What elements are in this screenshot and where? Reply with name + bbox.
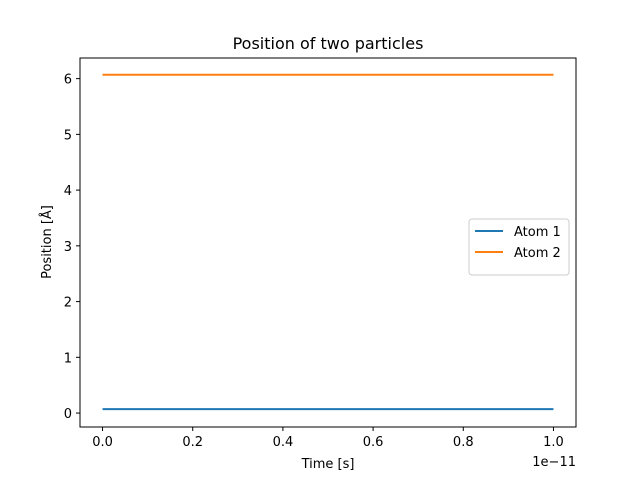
y-axis: 0 1 2 3 4 5 6 <box>64 73 80 422</box>
y-tick-label: 3 <box>64 240 72 255</box>
x-tick-label: 1.0 <box>543 435 564 450</box>
x-tick-label: 0.8 <box>453 435 474 450</box>
plot-frame <box>79 57 577 428</box>
x-tick-label: 0.0 <box>92 435 113 450</box>
x-axis-offset-text: 1e−11 <box>532 455 576 470</box>
y-tick-label: 0 <box>64 407 72 422</box>
y-tick-label: 6 <box>64 73 72 88</box>
y-tick-label: 1 <box>64 351 72 366</box>
y-tick-label: 2 <box>64 296 72 311</box>
legend: Atom 1 Atom 2 <box>468 218 570 276</box>
y-axis-label: Position [Å] <box>39 205 55 279</box>
legend-box <box>468 218 570 276</box>
legend-label-1: Atom 1 <box>514 225 561 240</box>
y-tick-label: 5 <box>64 128 72 143</box>
x-tick-label: 0.6 <box>363 435 384 450</box>
x-tick-label: 0.4 <box>273 435 294 450</box>
x-axis-label: Time [s] <box>301 457 355 472</box>
legend-label-2: Atom 2 <box>514 246 561 261</box>
y-tick-label: 4 <box>64 184 72 199</box>
chart-title: Position of two particles <box>233 34 424 53</box>
x-tick-label: 0.2 <box>182 435 203 450</box>
x-axis: 0.0 0.2 0.4 0.6 0.8 1.0 <box>92 427 564 450</box>
series-layer <box>102 73 554 411</box>
